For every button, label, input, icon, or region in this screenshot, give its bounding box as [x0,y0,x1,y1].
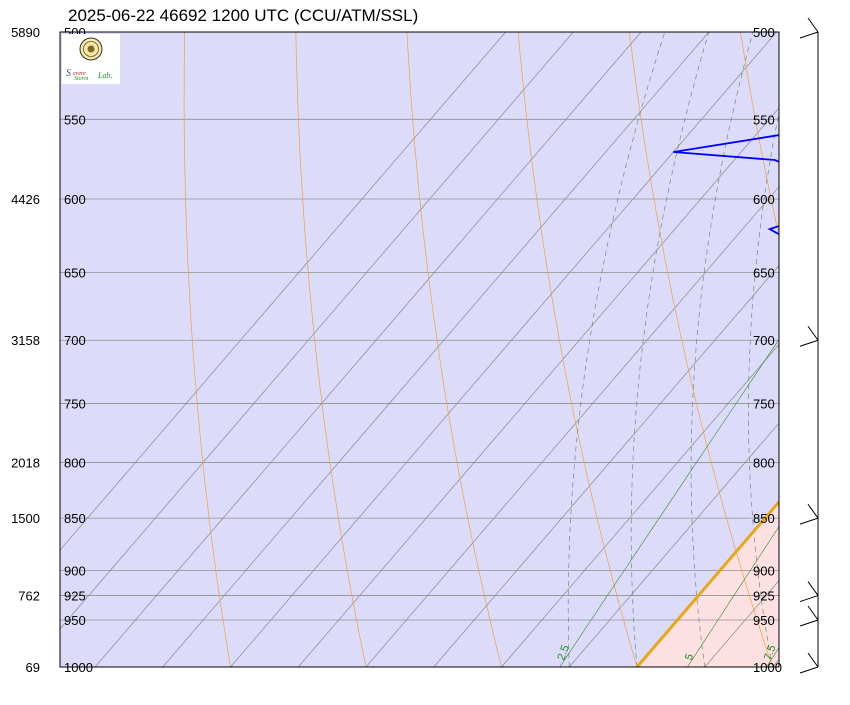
height-label: 5890 [11,25,40,40]
pressure-label-left: 925 [64,589,86,604]
wind-barb [800,653,818,673]
wind-barb [800,582,818,602]
pressure-label-right: 550 [753,112,775,127]
wind-barb [800,326,818,346]
dry-adiabat [838,0,850,676]
isotherm-line [773,32,850,667]
pressure-label-right: 800 [753,456,775,471]
pressure-label-left: 1000 [64,660,93,675]
isotherm-line [840,32,850,667]
height-label: 4426 [11,192,40,207]
wind-barb [800,18,818,38]
moist-adiabat [836,0,850,676]
pressure-label-right: 650 [753,265,775,280]
wind-barb [800,606,818,626]
logo: S evere Storm Lab. [62,34,120,84]
pressure-label-right: 925 [753,589,775,604]
wind-barb [800,504,818,524]
pressure-label-right: 1000 [753,660,782,675]
height-label: 69 [26,660,40,675]
chart-title: 2025-06-22 46692 1200 UTC (CCU/ATM/SSL) [68,6,418,26]
svg-text:S: S [66,68,71,79]
height-label: 762 [18,589,40,604]
pressure-label-left: 700 [64,333,86,348]
logo-emblem-icon: S evere Storm Lab. [62,34,120,84]
pressure-label-right: 950 [753,613,775,628]
pressure-label-right: 750 [753,396,775,411]
pressure-label-right: 600 [753,192,775,207]
height-label: 1500 [11,511,40,526]
pressure-label-right: 700 [753,333,775,348]
pressure-label-left: 800 [64,456,86,471]
mixing-ratio-line [825,32,850,667]
pressure-label-left: 750 [64,396,86,411]
pressure-label-right: 900 [753,563,775,578]
height-label: 2018 [11,456,40,471]
svg-text:Lab.: Lab. [97,71,112,80]
pressure-label-left: 600 [64,192,86,207]
pressure-label-left: 550 [64,112,86,127]
moist-adiabat [786,0,842,676]
svg-text:Storm: Storm [74,76,89,82]
mixing-ratio-label: 10 [820,646,835,662]
pressure-label-left: 650 [64,265,86,280]
pressure-label-left: 950 [64,613,86,628]
pressure-label-right: 500 [753,25,775,40]
pressure-label-left: 850 [64,511,86,526]
pressure-label-left: 900 [64,563,86,578]
height-label: 3158 [11,333,40,348]
plot-area: 2.557.5101520253040-9-6-3036912151821242… [0,0,850,676]
pressure-label-right: 850 [753,511,775,526]
